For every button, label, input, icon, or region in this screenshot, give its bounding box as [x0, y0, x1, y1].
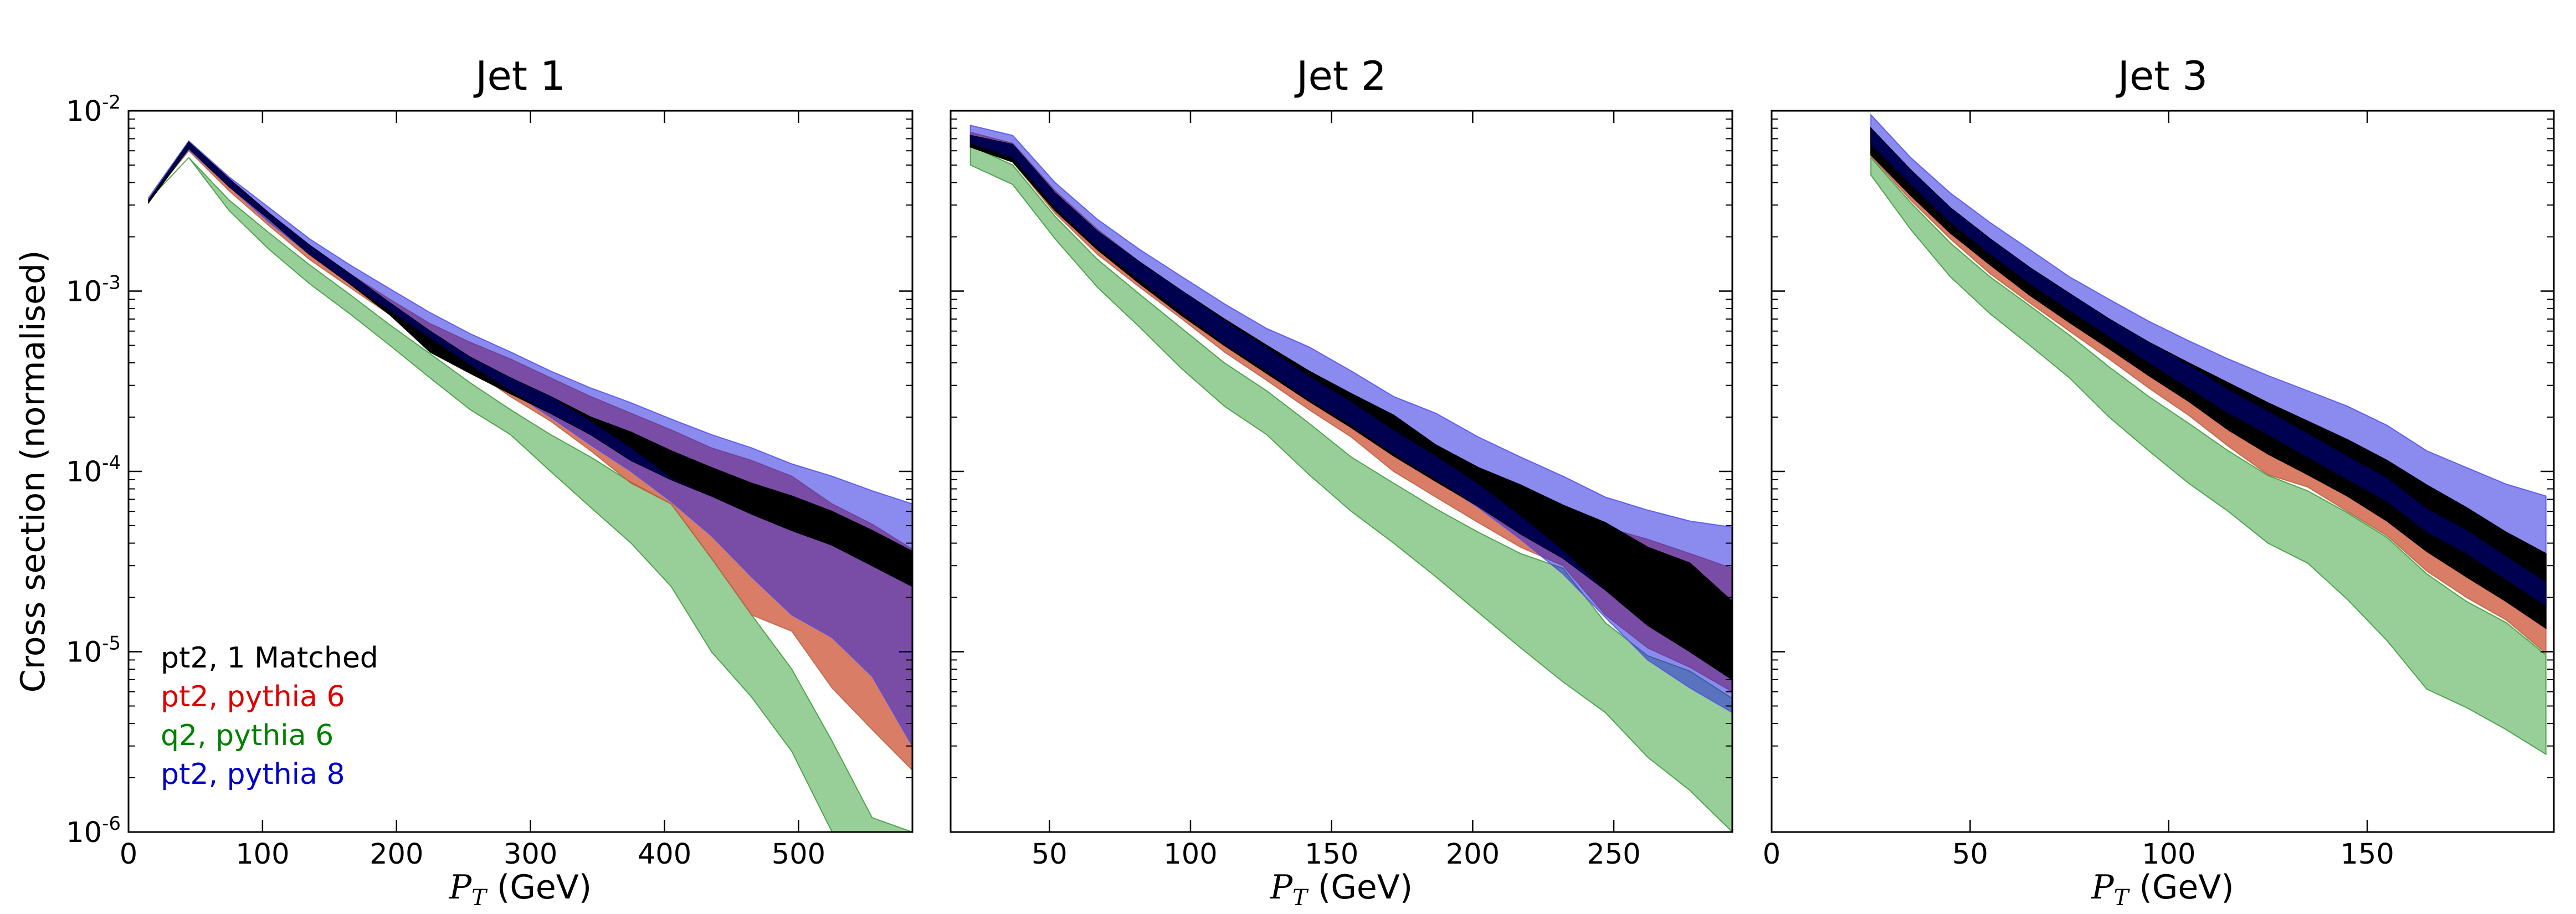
- x-axis-label: PT (GeV): [1270, 868, 1413, 911]
- y-tick-label-base: 10: [66, 817, 102, 849]
- x-tick-label: 100: [235, 838, 289, 871]
- y-tick-label: 10-3: [66, 272, 121, 309]
- y-tick-label-base: 10: [66, 636, 102, 669]
- x-tick-label: 200: [1446, 838, 1500, 871]
- bands: [1870, 113, 2547, 756]
- bands: [148, 140, 912, 832]
- x-tick-label: 0: [1763, 838, 1780, 871]
- panel-title: Jet 3: [2116, 53, 2208, 99]
- x-tick-label: 50: [1032, 838, 1068, 871]
- band-pt2-1matched-core: [148, 142, 912, 587]
- legend-entry: pt2, pythia 8: [161, 758, 345, 791]
- x-tick-label: 150: [1305, 838, 1358, 871]
- panel-title: Jet 2: [1294, 53, 1386, 99]
- legend-entry: pt2, 1 Matched: [161, 641, 378, 675]
- band-pt2-1matched-core: [970, 135, 1732, 680]
- x-tick-label: 300: [504, 838, 557, 871]
- panel-3: Jet 3 0 50 100 150 PT (GeV): [1763, 53, 2555, 911]
- panel-2: Jet 2 50 100 150 200 250 PT (GeV): [950, 53, 1733, 911]
- y-tick-label-exp: -6: [102, 813, 121, 835]
- x-tick-label: 200: [370, 838, 423, 871]
- x-axis-label-var: P: [2091, 868, 2115, 907]
- y-tick-label-exp: -4: [102, 452, 121, 474]
- band-q2-pythia6: [969, 145, 1732, 832]
- y-tick-label-exp: -2: [102, 91, 121, 114]
- bands: [969, 125, 1732, 832]
- y-tick-label: 10-2: [66, 91, 121, 128]
- y-axis-label: Cross section (normalised): [14, 250, 53, 693]
- panel-1: Jet 1 0 100 200 300 400 500 PT (GeV): [120, 53, 914, 911]
- x-tick-label: 0: [120, 838, 137, 871]
- x-axis-label: PT (GeV): [449, 868, 592, 911]
- x-axis-label-unit: (GeV): [1307, 868, 1413, 907]
- y-tick-label-exp: -3: [102, 272, 121, 294]
- x-tick-label: 100: [1163, 838, 1217, 871]
- x-axis-label-var: P: [449, 868, 473, 907]
- y-tick-label-base: 10: [66, 276, 102, 309]
- y-tick-label: 10-6: [66, 813, 121, 849]
- y-tick-label: 10-4: [66, 452, 121, 489]
- y-tick-label-exp: -5: [102, 633, 121, 655]
- band-overlap-1matched-pythia8: [1871, 128, 2546, 606]
- x-tick-label: 250: [1587, 838, 1640, 871]
- x-axis-label: PT (GeV): [2091, 868, 2234, 911]
- x-tick-label: 500: [772, 838, 825, 871]
- legend-entry: q2, pythia 6: [161, 719, 333, 752]
- panel-title: Jet 1: [473, 53, 565, 99]
- x-tick-label: 50: [1952, 838, 1988, 871]
- x-axis-label-unit: (GeV): [486, 868, 592, 907]
- band-overlap-1matched-pythia8: [970, 135, 1732, 680]
- band-pt2-1matched-core: [1871, 128, 2546, 582]
- y-tick-label-base: 10: [66, 95, 102, 128]
- legend-entry: pt2, pythia 6: [161, 680, 345, 713]
- band-q2-pythia6: [148, 156, 912, 832]
- x-axis-label-sub: T: [471, 885, 488, 911]
- y-tick-label: 10-5: [66, 633, 121, 669]
- x-axis-label-sub: T: [2114, 885, 2131, 911]
- band-q2-pythia6: [1870, 156, 2547, 756]
- x-axis-label-unit: (GeV): [2128, 868, 2234, 907]
- x-tick-label: 150: [2340, 838, 2394, 871]
- x-tick-label: 400: [638, 838, 691, 871]
- x-axis-label-sub: T: [1292, 885, 1309, 911]
- y-tick-label-base: 10: [66, 456, 102, 489]
- x-tick-label: 100: [2142, 838, 2195, 871]
- x-axis-label-var: P: [1270, 868, 1294, 907]
